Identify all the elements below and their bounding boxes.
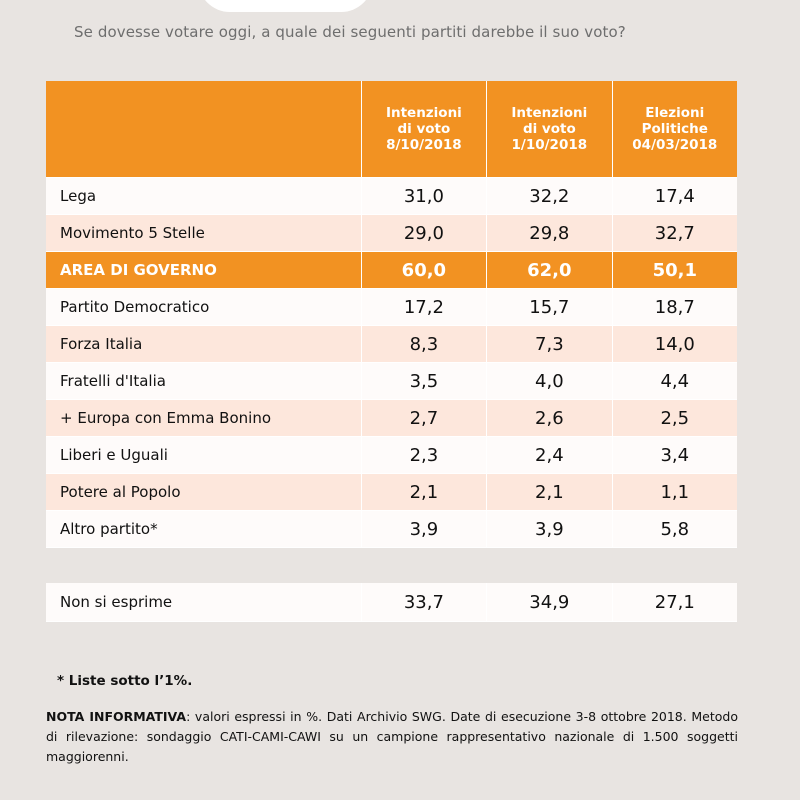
- row-label: Altro partito*: [60, 520, 158, 538]
- nota-informativa: NOTA INFORMATIVA: valori espressi in %. …: [46, 707, 738, 767]
- row-value-1: 2,3: [360, 437, 486, 473]
- row-label: Non si esprime: [60, 593, 173, 611]
- results-table: Intenzioni di voto 8/10/2018 Intenzioni …: [46, 81, 737, 548]
- row-label: Liberi e Uguali: [60, 446, 168, 464]
- row-value-1: 2,7: [360, 400, 486, 436]
- row-value-3: 50,1: [611, 252, 737, 288]
- row-value-2: 7,3: [486, 326, 611, 362]
- table-row: Forza Italia 8,3 7,3 14,0: [46, 326, 737, 363]
- table-row: Movimento 5 Stelle 29,0 29,8 32,7: [46, 215, 737, 252]
- table-row: AREA DI GOVERNO 60,0 62,0 50,1: [46, 252, 737, 289]
- table-row: Non si esprime 33,7 34,9 27,1: [46, 583, 737, 622]
- table-row: Altro partito* 3,9 3,9 5,8: [46, 511, 737, 548]
- table-body: Lega 31,0 32,2 17,4 Movimento 5 Stelle 29,0 29…: [46, 178, 737, 548]
- row-value-2: 32,2: [486, 178, 611, 214]
- row-value-1: 33,7: [360, 583, 486, 621]
- row-value-1: 60,0: [360, 252, 486, 288]
- row-value-3: 27,1: [611, 583, 737, 621]
- row-value-2: 2,1: [486, 474, 611, 510]
- row-value-2: 2,4: [486, 437, 611, 473]
- row-value-1: 17,2: [360, 289, 486, 325]
- row-value-1: 3,5: [360, 363, 486, 399]
- row-value-2: 15,7: [486, 289, 611, 325]
- row-value-3: 1,1: [611, 474, 737, 510]
- header-col-1: Intenzioni di voto 8/10/2018: [360, 81, 486, 177]
- header-col-3: Elezioni Politiche 04/03/2018: [611, 81, 737, 177]
- header-col-2: Intenzioni di voto 1/10/2018: [486, 81, 611, 177]
- row-value-3: 18,7: [611, 289, 737, 325]
- row-value-2: 3,9: [486, 511, 611, 547]
- row-value-2: 34,9: [486, 583, 611, 621]
- row-label: + Europa con Emma Bonino: [60, 409, 272, 427]
- row-value-1: 3,9: [360, 511, 486, 547]
- row-value-1: 8,3: [360, 326, 486, 362]
- row-value-3: 32,7: [611, 215, 737, 251]
- row-value-2: 4,0: [486, 363, 611, 399]
- row-value-3: 2,5: [611, 400, 737, 436]
- row-value-3: 5,8: [611, 511, 737, 547]
- row-value-3: 17,4: [611, 178, 737, 214]
- row-value-2: 2,6: [486, 400, 611, 436]
- table-row: Liberi e Uguali 2,3 2,4 3,4: [46, 437, 737, 474]
- table-row: Lega 31,0 32,2 17,4: [46, 178, 737, 215]
- table-header: Intenzioni di voto 8/10/2018 Intenzioni …: [46, 81, 737, 178]
- row-value-3: 3,4: [611, 437, 737, 473]
- row-label: Potere al Popolo: [60, 483, 181, 501]
- footnote: * Liste sotto l’1%.: [57, 673, 193, 689]
- row-value-1: 31,0: [360, 178, 486, 214]
- row-value-1: 2,1: [360, 474, 486, 510]
- table-row: Partito Democratico 17,2 15,7 18,7: [46, 289, 737, 326]
- row-value-3: 4,4: [611, 363, 737, 399]
- top-tab-decoration: [198, 0, 373, 12]
- nota-label: NOTA INFORMATIVA: [46, 709, 187, 724]
- row-label: AREA DI GOVERNO: [60, 261, 217, 279]
- row-value-2: 29,8: [486, 215, 611, 251]
- table-row: Fratelli d'Italia 3,5 4,0 4,4: [46, 363, 737, 400]
- non-si-esprime-table: Non si esprime 33,7 34,9 27,1: [46, 583, 737, 622]
- row-value-1: 29,0: [360, 215, 486, 251]
- nota-text: : valori espressi in %. Dati Archivio SW…: [46, 709, 738, 764]
- row-label: Forza Italia: [60, 335, 143, 353]
- row-value-3: 14,0: [611, 326, 737, 362]
- row-label: Lega: [60, 187, 97, 205]
- row-label: Fratelli d'Italia: [60, 372, 166, 390]
- table-row: + Europa con Emma Bonino 2,7 2,6 2,5: [46, 400, 737, 437]
- row-label: Movimento 5 Stelle: [60, 224, 205, 242]
- table-row: Potere al Popolo 2,1 2,1 1,1: [46, 474, 737, 511]
- row-value-2: 62,0: [486, 252, 611, 288]
- survey-question: Se dovesse votare oggi, a quale dei segu…: [74, 23, 626, 41]
- row-label: Partito Democratico: [60, 298, 210, 316]
